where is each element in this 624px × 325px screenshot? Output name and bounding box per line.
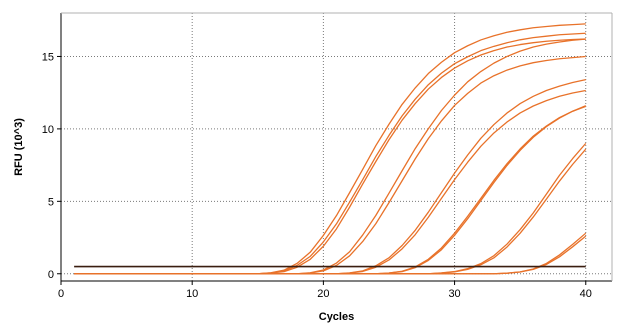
tick-labels: 0 10 20 30 40 0 5 10 15 bbox=[42, 51, 592, 300]
y-tick-label-5: 5 bbox=[48, 196, 54, 208]
y-tick-label-10: 10 bbox=[42, 124, 54, 136]
x-tick-label-30: 30 bbox=[448, 288, 460, 300]
y-tick-label-0: 0 bbox=[48, 269, 54, 281]
series-line-13 bbox=[74, 235, 587, 275]
series-group bbox=[74, 23, 587, 275]
y-tick-label-15: 15 bbox=[42, 51, 54, 63]
x-tick-label-0: 0 bbox=[58, 288, 64, 300]
x-tick-label-40: 40 bbox=[580, 288, 592, 300]
x-tick-label-10: 10 bbox=[186, 288, 198, 300]
grid bbox=[61, 13, 612, 281]
x-axis-title: Cycles bbox=[319, 311, 354, 323]
axes bbox=[57, 12, 613, 285]
x-tick-label-20: 20 bbox=[317, 288, 329, 300]
y-axis-title: RFU (10^3) bbox=[13, 118, 25, 176]
